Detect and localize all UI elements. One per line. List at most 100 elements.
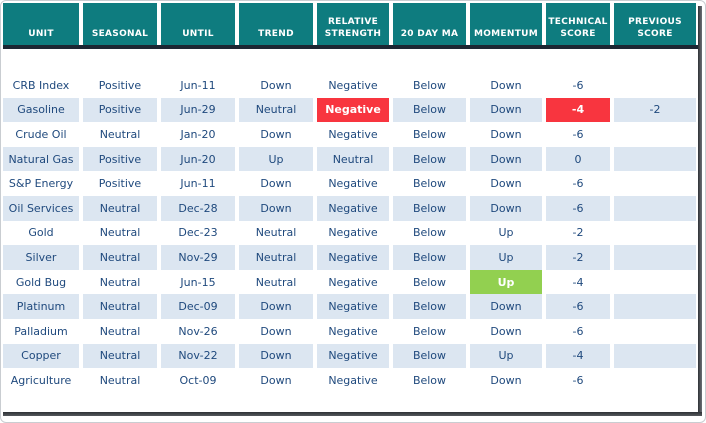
- cell-technical_score: -2: [546, 245, 610, 270]
- cell-trend: Neutral: [239, 97, 313, 123]
- cell-technical_score: -6: [572, 78, 584, 92]
- cell-until: Nov-22: [161, 343, 235, 369]
- cell-previous_score: [614, 146, 696, 172]
- cell-relative_strength: Negative: [328, 177, 378, 191]
- cell-unit: Agriculture: [10, 373, 72, 387]
- cell-until: Jun-11: [180, 177, 216, 191]
- cell-momentum: Down: [490, 127, 522, 141]
- cell-ma20: Below: [412, 226, 447, 240]
- cell-technical_score: -6: [546, 294, 610, 319]
- cell-relative_strength: Negative: [328, 275, 378, 289]
- cell-seasonal: Neutral: [83, 294, 157, 319]
- cell-until: Nov-26: [178, 324, 218, 338]
- cell-momentum: Down: [470, 97, 542, 123]
- column-header-ma20: 20 DAY MA: [393, 3, 466, 45]
- column-header-momentum: MOMENTUM: [470, 3, 542, 45]
- table: UNIT SEASONAL UNTIL TREND RELATIVE STRENGTH 2…: [3, 3, 696, 393]
- column-header-unit: UNIT: [3, 3, 79, 45]
- cell-trend: Neutral: [255, 226, 297, 240]
- cell-relative_strength: Negative: [328, 373, 378, 387]
- cell-until: Dec-09: [161, 294, 235, 319]
- cell-seasonal: Neutral: [83, 195, 157, 221]
- cell-unit: S&P Energy: [8, 177, 74, 191]
- cell-trend: Down: [239, 195, 313, 221]
- cell-until: Dec-23: [178, 226, 218, 240]
- cell-unit: Palladium: [14, 324, 68, 338]
- cell-momentum: Up: [470, 343, 542, 369]
- cell-seasonal: Positive: [98, 177, 142, 191]
- cell-unit: Gold: [28, 226, 54, 240]
- cell-ma20: Below: [412, 127, 447, 141]
- cell-unit: CRB Index: [12, 78, 70, 92]
- cell-relative_strength: Negative: [317, 245, 389, 270]
- cell-relative_strength: Neutral: [317, 146, 389, 172]
- cell-unit: Gold Bug: [15, 275, 67, 289]
- cell-technical_score: -2: [572, 226, 584, 240]
- cell-momentum: Up: [470, 245, 542, 270]
- table-right-border: [698, 6, 702, 416]
- cell-seasonal: Neutral: [99, 127, 141, 141]
- cell-previous_score: [614, 195, 696, 221]
- cell-technical_score: -4: [546, 343, 610, 369]
- cell-unit: Oil Services: [3, 195, 79, 221]
- cell-previous_score: [614, 368, 696, 393]
- cell-relative_strength: Negative: [317, 195, 389, 221]
- cell-seasonal: Neutral: [99, 275, 141, 289]
- cell-ma20: Below: [393, 146, 466, 172]
- cell-momentum: Down: [470, 195, 542, 221]
- cell-seasonal: Neutral: [83, 245, 157, 270]
- cell-relative_strength: Negative: [328, 226, 378, 240]
- cell-previous_score: -2: [614, 97, 696, 123]
- cell-seasonal: Positive: [98, 78, 142, 92]
- cell-ma20: Below: [393, 195, 466, 221]
- cell-technical_score: -4: [572, 275, 584, 289]
- cell-trend: Down: [239, 294, 313, 319]
- cell-previous_score: [614, 319, 696, 344]
- cell-ma20: Below: [412, 78, 447, 92]
- cell-trend: Down: [260, 127, 292, 141]
- column-header-relative_strength: RELATIVE STRENGTH: [317, 3, 389, 45]
- cell-relative_strength: Negative: [317, 294, 389, 319]
- cell-until: Jun-11: [180, 78, 216, 92]
- cell-trend: Down: [260, 373, 292, 387]
- cell-trend: Up: [239, 146, 313, 172]
- cell-relative_strength: Negative: [328, 127, 378, 141]
- column-header-previous_score: PREVIOUS SCORE: [614, 3, 696, 45]
- cell-technical_score: -6: [572, 373, 584, 387]
- cell-momentum: Down: [490, 78, 522, 92]
- cell-unit: Gasoline: [3, 97, 79, 123]
- cell-previous_score: [614, 343, 696, 369]
- cell-until: Nov-29: [161, 245, 235, 270]
- cell-previous_score: [614, 221, 696, 246]
- cell-until: Jun-29: [161, 97, 235, 123]
- header-divider: [3, 45, 698, 49]
- cell-ma20: Below: [393, 97, 466, 123]
- cell-trend: Neutral: [255, 275, 297, 289]
- cell-ma20: Below: [393, 343, 466, 369]
- cell-ma20: Below: [393, 245, 466, 270]
- cell-momentum: Down: [470, 146, 542, 172]
- cell-momentum: Down: [490, 373, 522, 387]
- cell-ma20: Below: [412, 324, 447, 338]
- column-header-technical_score: TECHNICAL SCORE: [546, 3, 610, 45]
- cell-ma20: Below: [393, 294, 466, 319]
- cell-relative_strength: Negative: [328, 324, 378, 338]
- cell-until: Dec-28: [161, 195, 235, 221]
- cell-previous_score: [614, 270, 696, 295]
- cell-technical_score: -6: [572, 324, 584, 338]
- cell-technical_score: -6: [572, 177, 584, 191]
- cell-trend: Down: [260, 177, 292, 191]
- cell-trend: Neutral: [239, 245, 313, 270]
- cell-trend: Down: [239, 343, 313, 369]
- cell-seasonal: Neutral: [99, 373, 141, 387]
- cell-unit: Silver: [3, 245, 79, 270]
- cell-previous_score: [614, 294, 696, 319]
- cell-momentum: Down: [490, 177, 522, 191]
- column-header-until: UNTIL: [161, 3, 235, 45]
- cell-technical_score: -6: [572, 127, 584, 141]
- cell-relative_strength-highlighted: Negative: [317, 97, 389, 123]
- cell-until: Oct-09: [179, 373, 217, 387]
- cell-previous_score: [614, 171, 696, 196]
- table-bottom-border: [3, 412, 702, 416]
- cell-momentum: Up: [498, 226, 514, 240]
